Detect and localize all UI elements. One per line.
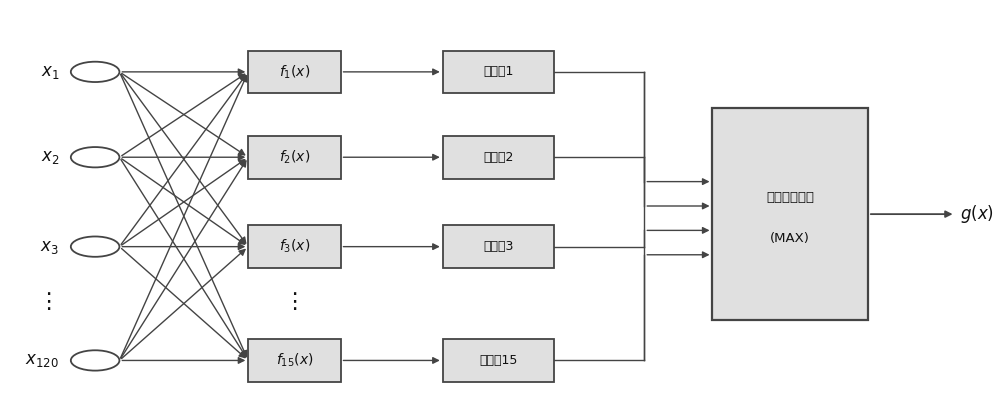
Text: $g(x)$: $g(x)$ [960,203,994,225]
Text: $f_2(x)$: $f_2(x)$ [279,149,310,166]
Text: 累加器2: 累加器2 [483,151,514,164]
Bar [248,51,341,93]
Text: 累加器3: 累加器3 [483,240,514,253]
Text: 累加器1: 累加器1 [483,66,514,78]
Circle shape [71,147,119,167]
Bar [443,136,554,178]
Bar [443,339,554,382]
Bar [248,136,341,178]
Text: 最大値選擇器: 最大値選擇器 [766,191,814,204]
Text: $f_3(x)$: $f_3(x)$ [279,238,310,255]
Bar [443,225,554,268]
Bar [443,51,554,93]
Bar [248,225,341,268]
Text: $x_{120}$: $x_{120}$ [25,351,59,370]
Text: $f_{15}(x)$: $f_{15}(x)$ [276,352,313,369]
Text: $x_1$: $x_1$ [41,63,59,81]
Text: $x_2$: $x_2$ [41,148,59,166]
Text: $x_3$: $x_3$ [40,238,59,255]
Bar [712,108,868,320]
Circle shape [71,62,119,82]
Text: 累加嚆15: 累加嚆15 [479,354,518,367]
Text: (MAX): (MAX) [770,232,810,245]
Text: ⋮: ⋮ [37,292,59,311]
Bar [248,339,341,382]
Circle shape [71,350,119,371]
Text: $f_1(x)$: $f_1(x)$ [279,63,310,81]
Text: ⋮: ⋮ [283,292,306,311]
Circle shape [71,236,119,257]
